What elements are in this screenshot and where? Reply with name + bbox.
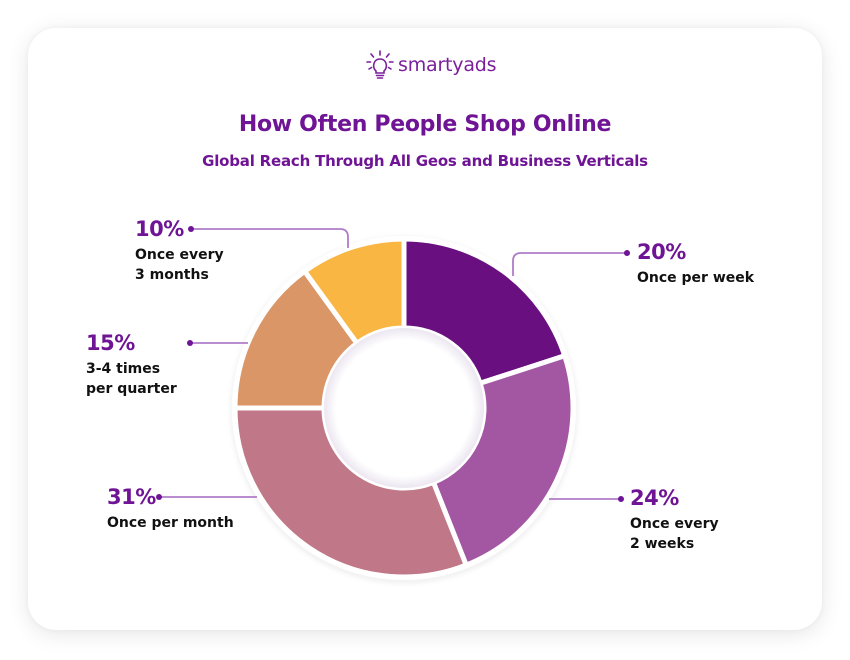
label-percent: 10% <box>135 217 184 241</box>
label-3-4-times-per-quarter: 15% 3-4 times per quarter <box>86 331 177 399</box>
chart-subtitle: Global Reach Through All Geos and Busine… <box>202 152 648 170</box>
label-text: Once per month <box>107 515 234 531</box>
label-percent: 15% <box>86 331 135 355</box>
leader-line-20 <box>512 252 627 276</box>
brand-name: smartyads <box>398 54 497 76</box>
label-once-per-month: 31% Once per month <box>107 485 234 533</box>
chart-title: How Often People Shop Online <box>238 112 612 137</box>
label-once-every-2-weeks: 24% Once every 2 weeks <box>630 486 719 554</box>
label-once-every-3-months: 10% Once every 3 months <box>135 217 224 285</box>
label-text: Once every 2 weeks <box>630 516 719 552</box>
label-text: Once per week <box>637 270 755 286</box>
lightbulb-icon <box>366 50 394 79</box>
brand-logo: smartyads <box>365 48 497 82</box>
leader-dot-24 <box>618 496 624 502</box>
label-text: Once every 3 months <box>135 247 224 283</box>
leader-dot-15 <box>187 340 193 346</box>
donut-hole <box>324 328 484 488</box>
leader-line-10 <box>191 228 349 248</box>
label-percent: 20% <box>637 240 686 264</box>
label-once-per-week: 20% Once per week <box>637 240 754 288</box>
leader-dots <box>156 226 630 502</box>
label-percent: 31% <box>107 485 156 509</box>
leader-dot-20 <box>624 250 630 256</box>
leader-dot-10 <box>188 226 194 232</box>
label-percent: 24% <box>630 486 679 510</box>
leader-lines <box>159 228 627 500</box>
label-text: 3-4 times per quarter <box>86 361 177 397</box>
leader-dot-31 <box>156 494 162 500</box>
